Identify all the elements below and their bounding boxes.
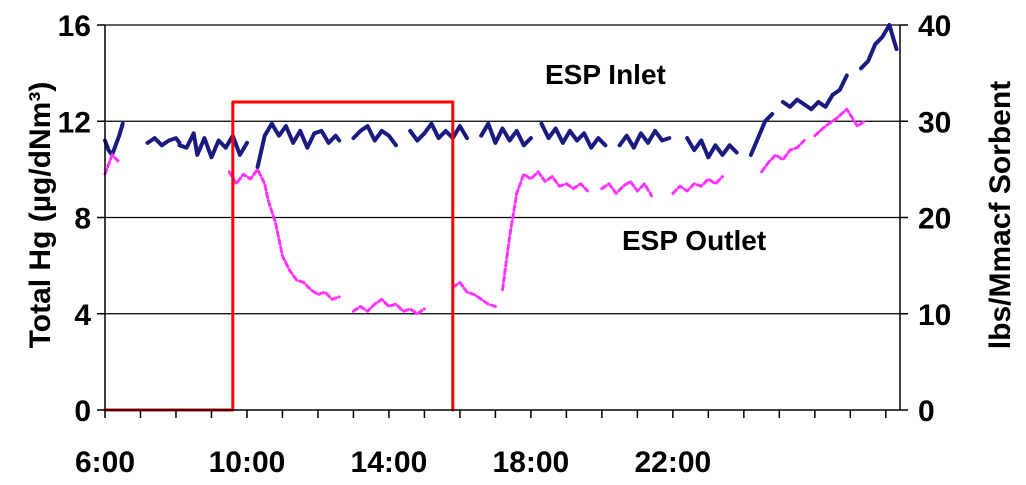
y-axis-title: Total Hg (µg/dNm³) [24,82,57,349]
y2-tick-label-3: 30 [918,106,951,139]
series-0-segment-7 [539,121,608,150]
series-0-segment-2 [177,131,249,160]
series-0-segment-5 [408,121,469,143]
axes [97,24,908,418]
series-0-segment-12 [859,23,899,71]
series-0-segment-3 [255,121,342,169]
y-tick-label-1: 4 [74,299,91,332]
series-1-segment-2 [351,297,426,316]
series-1-segment-8 [813,107,866,138]
series-esp-outlet [103,107,866,316]
x-tick-label-0: 6:00 [75,446,135,479]
series-1-segment-6 [671,175,724,195]
series-1-segment-3 [451,281,497,308]
y-tick-label-0: 0 [74,395,91,428]
y-tick-label-4: 16 [58,10,91,43]
annotation-esp-outlet: ESP Outlet [622,225,766,256]
x-tick-label-3: 18:00 [493,446,570,479]
series-0-segment-4 [351,124,398,148]
y-tick-label-3: 12 [58,106,91,139]
y2-tick-label-4: 40 [918,10,951,43]
x-tick-label-4: 22:00 [634,446,711,479]
series-0-segment-8 [617,128,672,150]
y2-tick-label-1: 10 [918,299,951,332]
y2-tick-label-2: 20 [918,203,951,236]
series-0-segment-6 [479,121,533,148]
tick-labels: 0 4 8 12 16 0 10 20 30 40 6:00 10:00 14:00 18:00 22:00 [58,10,952,479]
y2-tick-label-0: 0 [918,395,935,428]
x-tick-label-1: 10:00 [209,446,286,479]
gridlines [105,24,900,315]
series-0-segment-11 [780,73,849,112]
annotation-esp-inlet: ESP Inlet [545,59,666,90]
y-tick-label-2: 8 [74,203,91,236]
series-1-segment-1 [227,167,341,301]
series-0-segment-1 [145,136,182,148]
series-1-segment-7 [760,139,806,174]
series-sorbent [103,100,455,412]
series-0-segment-10 [748,112,775,157]
series-esp-inlet [103,23,899,169]
series-1-segment-4 [501,170,590,292]
series-1-segment-5 [600,179,654,198]
series-1-segment-0 [103,153,121,176]
y2-axis-title: lbs/Mmacf Sorbent [984,81,1017,349]
series-0-segment-0 [103,121,125,157]
series-0-segment-9 [685,136,739,160]
series-2-segment-0 [103,100,455,412]
x-tick-label-2: 14:00 [351,446,428,479]
